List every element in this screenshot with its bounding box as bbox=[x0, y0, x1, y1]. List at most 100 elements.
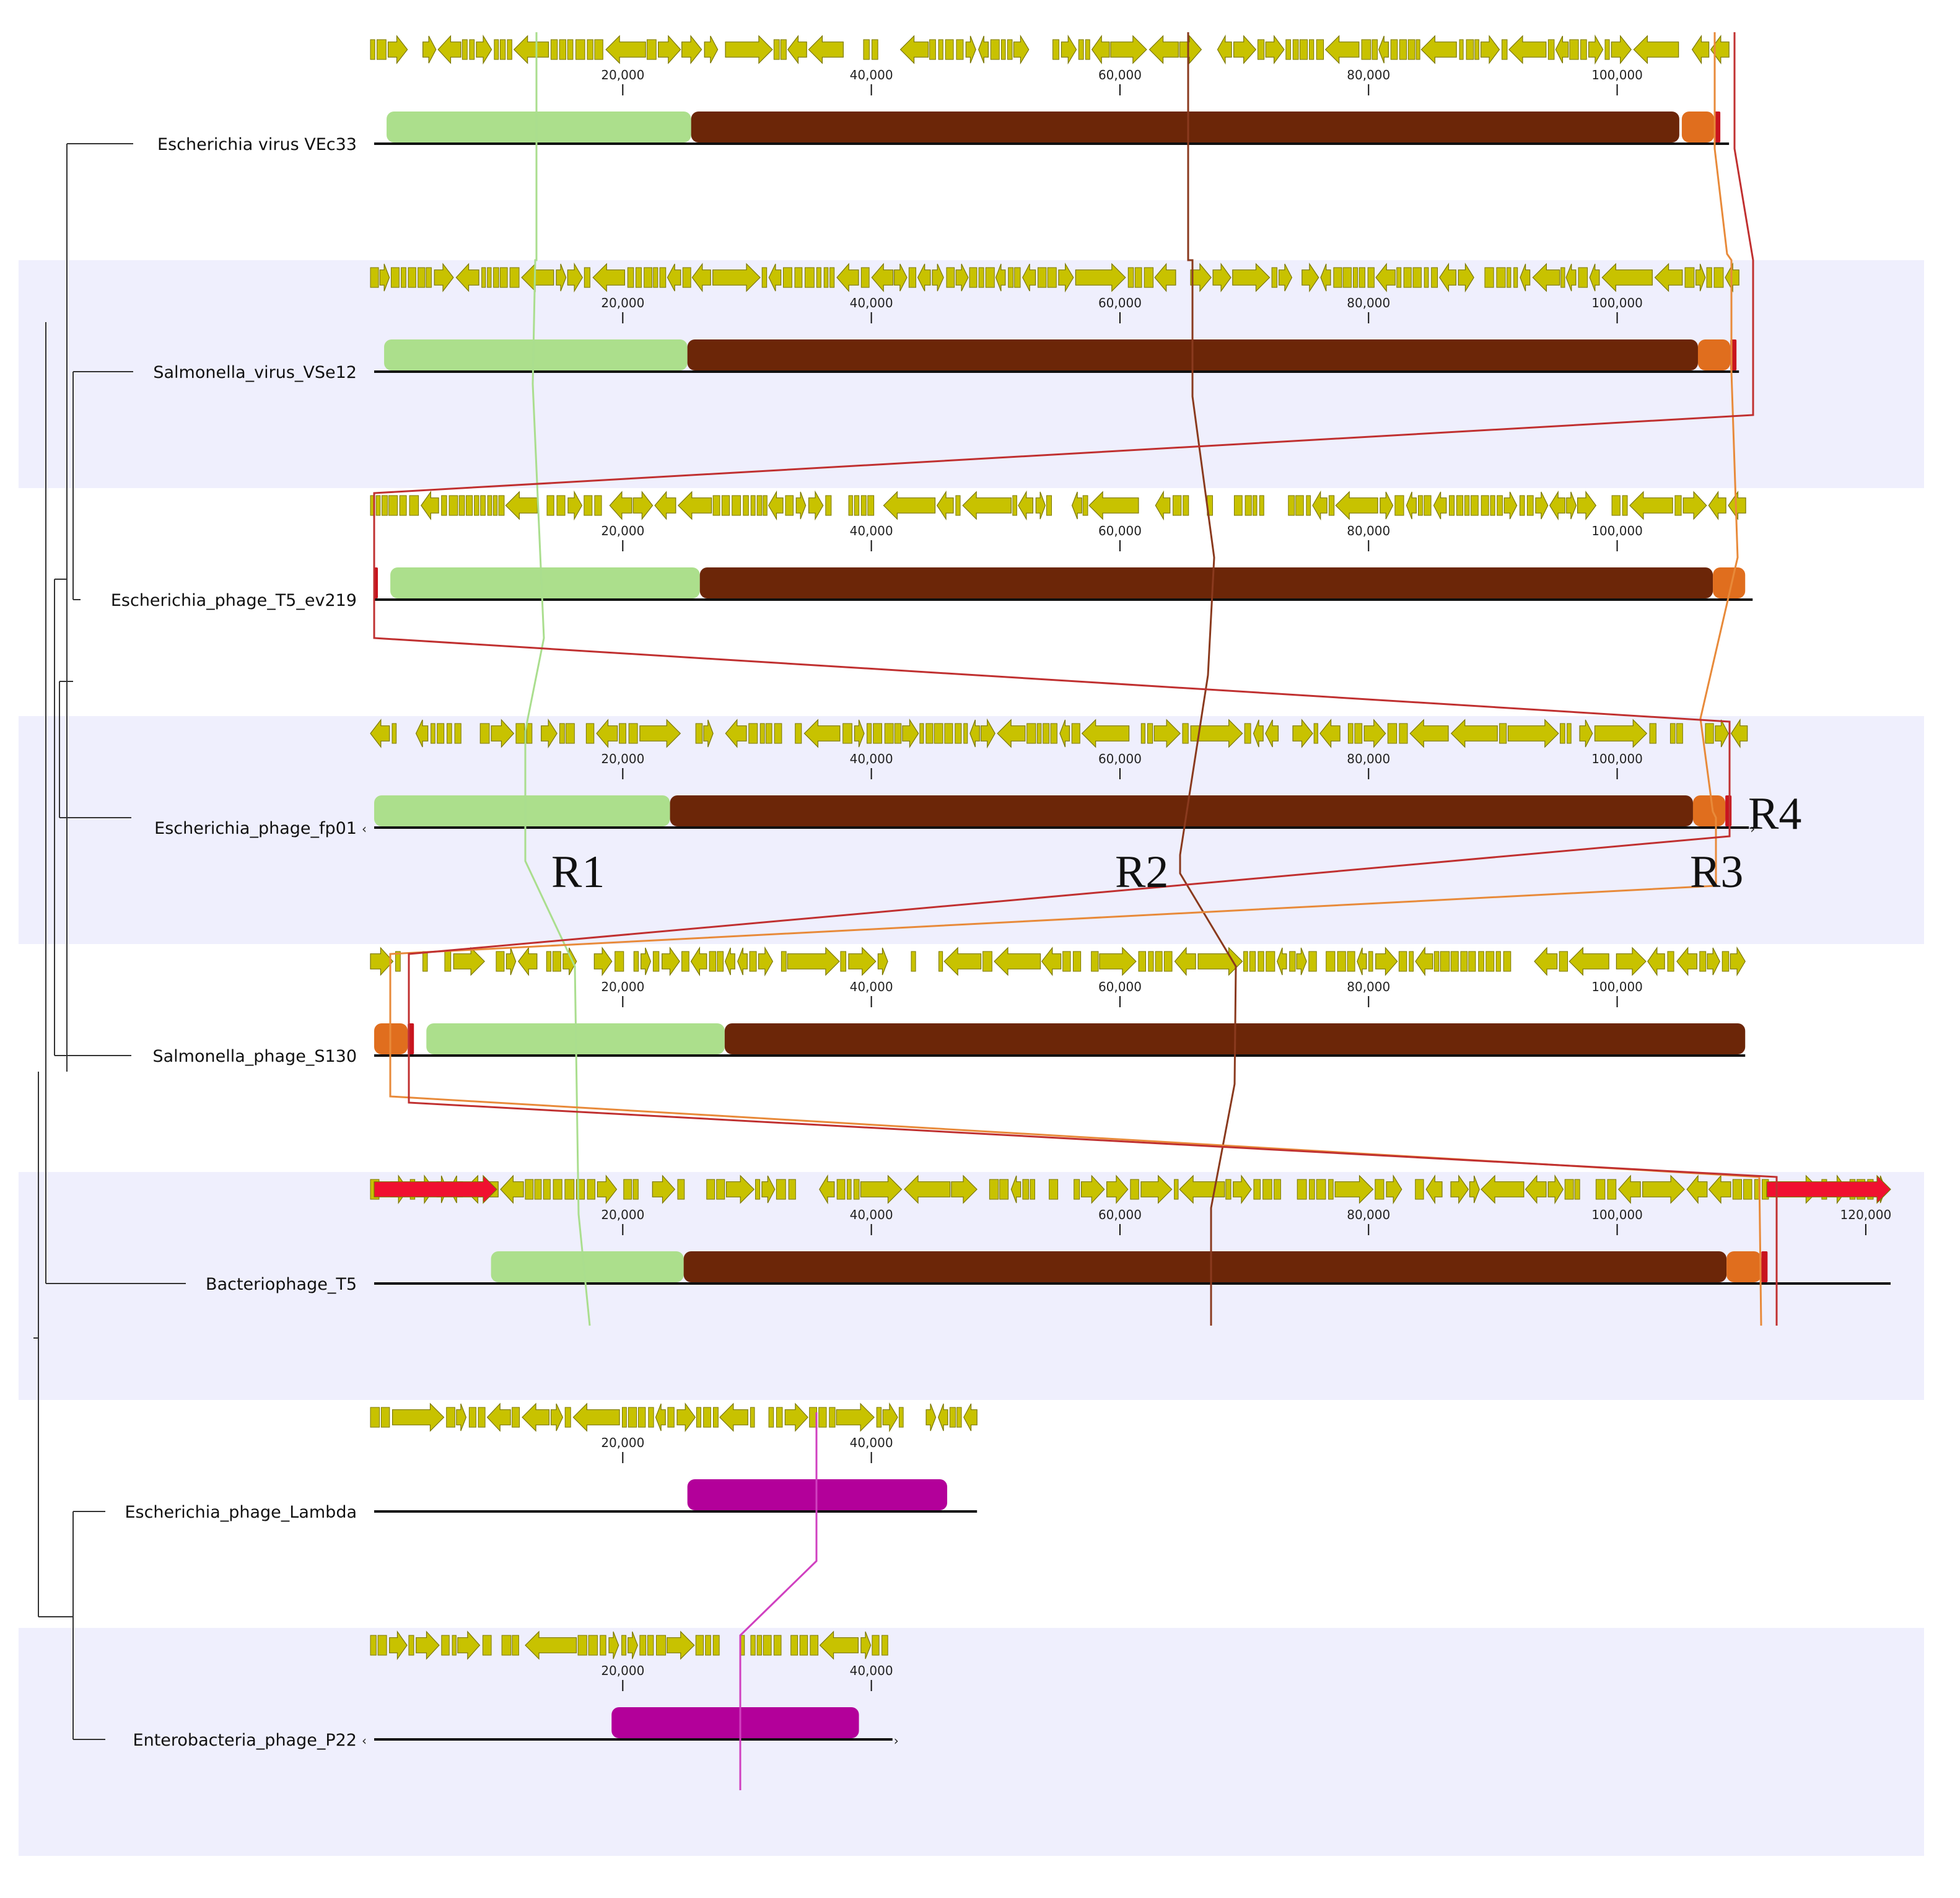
gene-block bbox=[1367, 267, 1375, 288]
gene-block bbox=[872, 39, 878, 60]
gene-block bbox=[773, 39, 780, 60]
gene-block bbox=[1352, 267, 1358, 288]
gene-arrow bbox=[1380, 491, 1394, 520]
gene-block bbox=[515, 723, 525, 744]
gene-block bbox=[667, 1407, 675, 1428]
gene-block bbox=[1299, 39, 1308, 60]
gene-block bbox=[1399, 723, 1408, 744]
gene-block bbox=[1674, 495, 1682, 516]
gene-arrow bbox=[1730, 718, 1748, 749]
gene-block bbox=[876, 1407, 882, 1428]
end-marker: › bbox=[1750, 821, 1755, 836]
gene-arrow bbox=[1481, 1174, 1525, 1204]
gene-arrow bbox=[628, 1631, 638, 1660]
genome-track-6: 20,000 40,000 60,000 80,000 100,000 120,000 Ba… bbox=[206, 1174, 1891, 1294]
axis-tick-label: 60,000 bbox=[1098, 979, 1142, 994]
gene-block bbox=[794, 267, 803, 288]
gene-block bbox=[1173, 495, 1182, 516]
gene-arrow bbox=[370, 719, 390, 748]
gene-block bbox=[1415, 1179, 1424, 1200]
gene-arrow bbox=[1386, 1174, 1402, 1205]
gene-block bbox=[1134, 267, 1142, 288]
gene-block bbox=[1155, 951, 1163, 972]
gene-block bbox=[1474, 39, 1479, 60]
track-bands bbox=[19, 260, 1924, 1856]
gene-block bbox=[452, 1635, 457, 1656]
gene-block bbox=[566, 723, 575, 744]
gene-block bbox=[1526, 495, 1534, 516]
gene-block bbox=[894, 723, 902, 744]
gene-block bbox=[466, 495, 473, 516]
gene-block bbox=[756, 1635, 762, 1656]
gene-arrow bbox=[1324, 35, 1360, 64]
gene-arrow bbox=[1179, 35, 1202, 64]
gene-block bbox=[1306, 495, 1311, 516]
gene-block bbox=[721, 495, 730, 516]
genome-label: Salmonella_virus_VSe12 bbox=[153, 363, 357, 382]
gene-block bbox=[454, 723, 462, 744]
gene-arrow bbox=[422, 35, 437, 64]
gene-block bbox=[458, 495, 465, 516]
gene-arrow bbox=[1525, 1174, 1547, 1204]
gene-arrow bbox=[860, 1631, 872, 1660]
gene-block bbox=[494, 39, 499, 60]
gene-block bbox=[990, 39, 1000, 60]
gene-arrow bbox=[1547, 1174, 1564, 1205]
gene-arrow bbox=[605, 35, 646, 64]
gene-arrow bbox=[500, 1174, 524, 1204]
gene-block bbox=[1292, 39, 1299, 60]
gene-block bbox=[496, 951, 505, 972]
gene-block bbox=[956, 1407, 962, 1428]
gene-arrow bbox=[936, 490, 954, 521]
gene-block bbox=[656, 1635, 667, 1656]
gene-arrow bbox=[1277, 947, 1287, 976]
gene-arrow bbox=[1071, 491, 1082, 520]
axis-tick-label: 20,000 bbox=[601, 1435, 644, 1450]
gene-arrow bbox=[1018, 490, 1034, 521]
gene-block bbox=[929, 39, 936, 60]
gene-block bbox=[748, 723, 758, 744]
gene-arrow bbox=[969, 719, 980, 748]
gene-block bbox=[1390, 39, 1398, 60]
gene-block bbox=[963, 723, 968, 744]
gene-arrow bbox=[415, 719, 429, 748]
gene-arrow bbox=[1375, 947, 1398, 976]
gene-block bbox=[860, 267, 870, 288]
red-gene-arrow-left bbox=[374, 1174, 497, 1204]
gene-block bbox=[1502, 39, 1508, 60]
gene-arrow bbox=[1439, 263, 1456, 292]
gene-block bbox=[1244, 723, 1251, 744]
gene-arrow bbox=[1302, 263, 1319, 292]
gene-arrow bbox=[1647, 947, 1665, 976]
region-labels: R1 R2 R3 R4 bbox=[551, 789, 1801, 898]
gene-block bbox=[395, 951, 401, 972]
gene-arrow bbox=[1253, 719, 1264, 748]
gene-block bbox=[1564, 1179, 1574, 1200]
axis-tick-label: 40,000 bbox=[850, 1207, 893, 1222]
gene-arrow bbox=[899, 35, 929, 64]
gene-block bbox=[426, 267, 432, 288]
gene-block bbox=[853, 1179, 860, 1200]
gene-block bbox=[615, 951, 624, 972]
gene-arrow bbox=[854, 719, 865, 748]
gene-arrow bbox=[1363, 719, 1386, 748]
gene-block bbox=[1127, 267, 1134, 288]
gene-arrow bbox=[978, 35, 989, 64]
gene-block bbox=[759, 723, 765, 744]
gene-arrow bbox=[1633, 35, 1679, 64]
gene-arrow bbox=[917, 263, 931, 292]
gene-block bbox=[1342, 267, 1352, 288]
gene-block bbox=[842, 723, 852, 744]
phylogenetic-tree bbox=[33, 143, 186, 1740]
gene-arrow bbox=[1075, 263, 1126, 292]
gene-block bbox=[1082, 495, 1088, 516]
gene-arrow bbox=[882, 1402, 898, 1433]
gene-block bbox=[1495, 951, 1501, 972]
gene-arrow bbox=[1010, 1175, 1022, 1204]
gene-arrow bbox=[567, 262, 583, 293]
gene-arrow bbox=[513, 35, 549, 64]
gene-arrow bbox=[1686, 1174, 1708, 1204]
gene-arrow bbox=[768, 490, 784, 521]
gene-block bbox=[1271, 267, 1277, 288]
